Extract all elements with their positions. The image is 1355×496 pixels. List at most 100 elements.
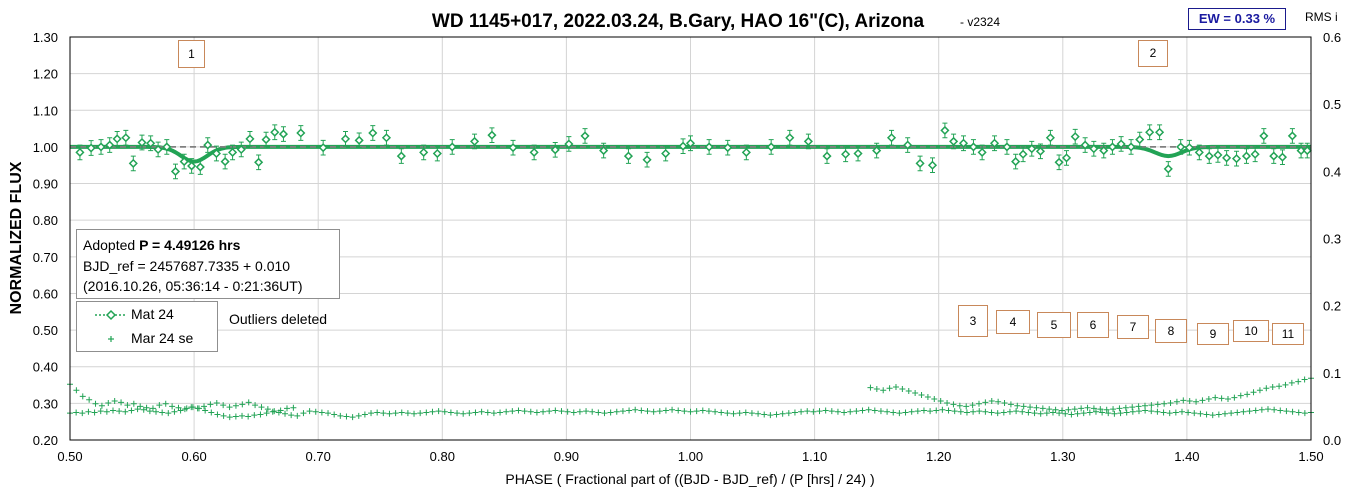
plus-point — [988, 409, 995, 416]
component-marker-5: 5 — [1037, 312, 1071, 338]
data-point — [766, 142, 776, 152]
y-tick-label: 1.10 — [33, 103, 58, 118]
plus-point — [1027, 404, 1034, 411]
data-point — [1061, 153, 1072, 163]
data-point — [432, 148, 442, 159]
period-value: P = 4.49126 hrs — [139, 237, 241, 253]
plus-point — [149, 405, 156, 412]
y-tick-label: 0.30 — [33, 396, 58, 411]
plus-point — [1056, 410, 1063, 417]
plus-point — [1250, 389, 1257, 396]
plus-point — [1117, 410, 1124, 417]
plus-point — [558, 408, 565, 415]
period-line: Adopted P = 4.49126 hrs — [83, 235, 339, 256]
plus-point — [213, 400, 220, 407]
plus-point — [982, 408, 989, 415]
data-point — [1277, 152, 1288, 162]
plus-point — [1013, 408, 1020, 415]
data-point — [228, 147, 238, 157]
data-point — [146, 138, 156, 148]
plus-point — [939, 406, 946, 413]
data-point — [1054, 157, 1064, 167]
plus-point — [552, 407, 559, 414]
plus-point — [73, 409, 80, 416]
data-point — [989, 138, 1000, 148]
plus-point — [890, 409, 897, 416]
plus-point — [85, 408, 92, 415]
plus-point — [162, 400, 169, 407]
plus-point — [454, 410, 461, 417]
x-tick-label: 0.60 — [181, 449, 206, 464]
plus-point — [282, 410, 289, 417]
plus-point — [1283, 408, 1290, 415]
plus-point — [867, 384, 874, 391]
plus-point — [927, 408, 934, 415]
plus-point — [429, 408, 436, 415]
rms-axis-label: RMS i — [1305, 10, 1338, 24]
plus-point — [122, 408, 129, 415]
plus-point — [1240, 408, 1247, 415]
data-point — [1241, 151, 1252, 161]
plus-point — [1007, 401, 1014, 408]
plus-point — [905, 387, 912, 394]
plus-point — [1212, 394, 1219, 401]
data-point — [447, 142, 457, 152]
plus-point — [1234, 409, 1241, 416]
plus-point — [134, 406, 141, 413]
ew-badge: EW = 0.33 % — [1188, 8, 1286, 30]
plus-point — [931, 396, 938, 403]
data-point — [1231, 154, 1242, 164]
plus-point — [1199, 397, 1206, 404]
plus-point — [995, 398, 1002, 405]
plus-point — [1129, 404, 1136, 411]
data-point — [1107, 142, 1118, 152]
plus-point — [355, 412, 362, 419]
x-tick-label: 0.90 — [554, 449, 579, 464]
data-point — [112, 134, 122, 144]
chart-version: - v2324 — [960, 15, 1000, 29]
plus-point — [1244, 391, 1251, 398]
plus-point — [1154, 408, 1161, 415]
plus-point — [105, 400, 112, 407]
plus-point — [576, 408, 583, 415]
plus-point — [1129, 408, 1136, 415]
plus-point — [1025, 409, 1032, 416]
plus-point — [208, 409, 215, 416]
plus-point — [171, 408, 178, 415]
plus-point — [252, 402, 259, 409]
plus-point — [169, 403, 176, 410]
plus-point — [853, 408, 860, 415]
plus-point — [656, 408, 663, 415]
plus-point — [1111, 410, 1118, 417]
plus-point — [718, 409, 725, 416]
data-point — [487, 130, 497, 140]
plus-point — [886, 385, 893, 392]
plus-point — [1006, 408, 1013, 415]
plus-point — [1263, 385, 1270, 392]
y-tick-label: 0.50 — [33, 323, 58, 338]
plus-point — [1264, 406, 1271, 413]
plus-point — [290, 404, 297, 411]
data-point — [903, 140, 913, 150]
plus-point — [1068, 411, 1075, 418]
plus-point — [1084, 404, 1091, 411]
plus-point — [226, 404, 233, 411]
plus-point — [1197, 410, 1204, 417]
y2-tick-label: 0.4 — [1323, 164, 1341, 179]
plus-point — [1301, 410, 1308, 417]
x-tick-label: 0.70 — [306, 449, 331, 464]
plus-point — [681, 408, 688, 415]
data-point — [927, 160, 938, 170]
plus-point — [91, 409, 98, 416]
legend-entry-mat24: Mat 24 — [77, 305, 217, 325]
y-tick-label: 1.20 — [33, 67, 58, 82]
plus-point — [724, 410, 731, 417]
plus-point — [705, 408, 712, 415]
plus-point — [1058, 407, 1065, 414]
plus-point — [1228, 410, 1235, 417]
plus-point — [239, 401, 246, 408]
data-point — [1259, 131, 1269, 141]
plus-point — [417, 410, 424, 417]
plus-point — [613, 408, 620, 415]
